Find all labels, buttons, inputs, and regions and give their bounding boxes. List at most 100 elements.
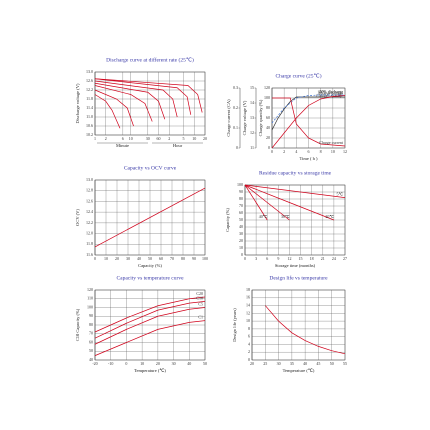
series-label: 5℃ (337, 192, 344, 197)
series-label: C5 (198, 301, 203, 306)
series-line (94, 187, 206, 248)
x-axis-label: Capacity (%) (138, 263, 162, 268)
x-tick-label: 10 (129, 136, 133, 141)
x-tick-label: 30 (146, 136, 150, 141)
y-tick-label: 20 (266, 135, 270, 140)
x-tick-label: 0 (244, 256, 246, 261)
y-tick-label: 10 (239, 245, 243, 250)
chart-title: Design life vs temperature (269, 274, 328, 281)
series-label: Charge voltage (319, 91, 343, 96)
x-tick-label: 30 (277, 361, 281, 366)
y-tick-label: 40 (89, 357, 93, 362)
x-tick-label: -20 (92, 361, 97, 366)
x-axis-label: Storage time (months) (275, 263, 316, 268)
series-line (94, 78, 203, 113)
y-tick-label: 0 (268, 145, 270, 150)
x-tick-label: 70 (170, 256, 174, 261)
series-line (94, 94, 121, 129)
y-tick-label: 11.4 (86, 105, 93, 110)
x-tick-label: 80 (181, 256, 185, 261)
chart-title: Capacity vs temperature curve (116, 275, 184, 281)
y-tick-label: 10.6 (86, 123, 93, 128)
y-tick-label: 60 (89, 339, 93, 344)
x-axis-label: Temperature (℃) (283, 368, 315, 373)
series-label: C1 (198, 315, 203, 320)
y-tick-label: 12.6 (86, 78, 93, 83)
x-group-label: Hour (173, 143, 183, 148)
x-tick-label: 12 (287, 256, 291, 261)
y-tick-label: 4 (248, 341, 250, 346)
y-tick-label: 120 (87, 287, 93, 292)
series-line (94, 320, 206, 356)
y-tick-label: 100 (237, 182, 243, 187)
y-tick-label: 50 (239, 217, 243, 222)
y-tick-label: 11.6 (86, 252, 93, 257)
x-tick-label: 100 (202, 256, 208, 261)
x-tick-label: 2 (168, 136, 170, 141)
y-tick-label: 60 (239, 210, 243, 215)
x-tick-label: 90 (192, 256, 196, 261)
y-tick-label: 12.2 (86, 87, 93, 92)
y-tick-label: 12.0 (86, 230, 93, 235)
y-tick-label: 50 (89, 348, 93, 353)
y-tick-label: 40 (239, 224, 243, 229)
y-tick-label: 100 (87, 304, 93, 309)
x-group-label: Minute (116, 143, 129, 148)
series-label: 50% discharge (319, 89, 343, 94)
x-tick-label: 45 (316, 361, 320, 366)
x-tick-label: 2 (105, 136, 107, 141)
y-tick-label: 11.8 (86, 96, 93, 101)
y-tick-label: 80 (239, 196, 243, 201)
x-tick-label: 6 (122, 136, 124, 141)
x-axis-label: Time ( h ) (300, 156, 318, 161)
x-tick-label: 20 (250, 361, 254, 366)
x-tick-label: 25 (263, 361, 267, 366)
y-tick-label: 70 (89, 331, 93, 336)
series-line (94, 301, 206, 339)
chart-title: Charge curve (25℃) (275, 72, 321, 79)
chart-title: Discharge curve at different rate (25℃) (106, 56, 194, 63)
x-tick-label: 2 (283, 149, 285, 154)
x-tick-label: 4 (295, 149, 297, 154)
series-label: C10 (196, 295, 203, 300)
series-label: C20 (196, 291, 203, 296)
y-tick-label: 0.1 (233, 125, 238, 130)
x-tick-label: 15 (299, 256, 303, 261)
y-tick-label: 13.0 (86, 177, 93, 182)
annotation: Charge capacity (316, 93, 342, 98)
y-tick-label: 8 (248, 326, 250, 331)
x-tick-label: 0 (271, 149, 273, 154)
y-tick-label: 100 (264, 95, 270, 100)
series-line (265, 305, 346, 355)
y-tick-label: 13.0 (86, 69, 93, 74)
y-tick-label: 80 (89, 322, 93, 327)
y-tick-label: 10.2 (86, 132, 93, 137)
y-tick-label: 12.6 (86, 198, 93, 203)
y-tick-label: 13 (250, 115, 254, 120)
x-tick-label: 40 (303, 361, 307, 366)
x-tick-label: 35 (290, 361, 294, 366)
series-line (94, 307, 206, 345)
y-tick-label: 0.3 (233, 85, 238, 90)
series-label: Charge current (319, 140, 344, 145)
y-axis-label: C10 Capacity (%) (75, 308, 80, 341)
x-tick-label: 20 (203, 136, 207, 141)
series-line (94, 78, 192, 115)
y-tick-label: 0 (248, 357, 250, 362)
x-tick-label: 60 (157, 136, 161, 141)
series-line (94, 80, 178, 118)
y-tick-label: 0 (241, 252, 243, 257)
x-tick-label: 20 (115, 256, 119, 261)
x-tick-label: 30 (126, 256, 130, 261)
series-label: 40℃ (259, 214, 268, 219)
y-tick-label: 14 (250, 100, 254, 105)
y-tick-label: 12.8 (86, 188, 93, 193)
series-label: 20℃ (325, 214, 334, 219)
y-tick-label: 14 (246, 302, 250, 307)
y-tick-label: 80 (266, 105, 270, 110)
y-tick-label: 70 (239, 203, 243, 208)
y-axis-label: Design life (years) (232, 308, 237, 342)
x-tick-label: 6 (266, 256, 268, 261)
series-label: 100% discharge (317, 89, 343, 94)
